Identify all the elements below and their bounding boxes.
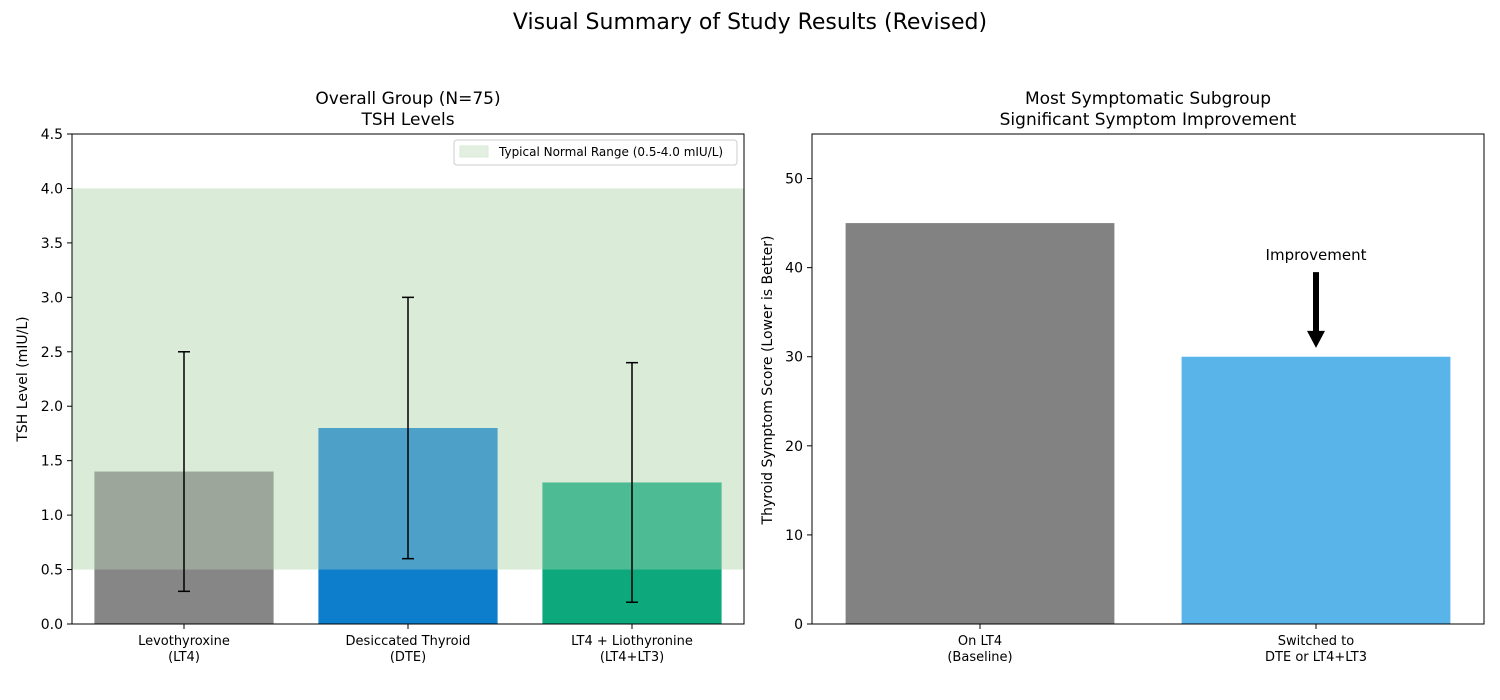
tsh-ytick-label-3: 1.5 xyxy=(41,454,63,470)
tsh-ytick-label-9: 4.5 xyxy=(41,127,63,143)
symptom-ytick-label-0: 0 xyxy=(794,617,803,633)
tsh-xtick-label-0-0: Levothyroxine xyxy=(138,634,230,649)
tsh-legend-swatch xyxy=(459,145,489,158)
tsh-ytick-label-0: 0.0 xyxy=(41,617,63,633)
symptom-axes-frame xyxy=(811,133,1485,625)
tsh-title-line-2: TSH Levels xyxy=(360,110,454,130)
tsh-xtick-label-1-1: (DTE) xyxy=(390,650,426,665)
symptom-xtick-label-0-1: (Baseline) xyxy=(947,650,1012,665)
figure-title: Visual Summary of Study Results (Revised… xyxy=(512,10,988,35)
symptom-y-axis-label: Thyroid Symptom Score (Lower is Better) xyxy=(760,236,776,526)
tsh-legend-box xyxy=(453,139,738,166)
symptom-ytick-label-2: 20 xyxy=(785,439,803,455)
tsh-ytick-label-6: 3.0 xyxy=(41,290,63,306)
tsh-ytick-label-5: 2.5 xyxy=(41,345,63,361)
tsh-y-axis-label: TSH Level (mIU/L) xyxy=(15,316,31,442)
symptom-ytick-label-1: 10 xyxy=(785,528,803,544)
tsh-ytick-label-1: 0.5 xyxy=(41,563,63,579)
improvement-arrow-head xyxy=(1307,330,1325,348)
tsh-xtick-label-2-1: (LT4+LT3) xyxy=(600,650,664,665)
tsh-legend: Typical Normal Range (0.5-4.0 mIU/L) xyxy=(453,139,738,166)
symptom-bar-1 xyxy=(1181,356,1451,624)
symptom-ytick-label-4: 40 xyxy=(785,261,803,277)
tsh-ytick-label-2: 1.0 xyxy=(41,508,63,524)
tsh-title-line-1: Overall Group (N=75) xyxy=(315,89,500,109)
tsh-ytick-label-7: 3.5 xyxy=(41,236,63,252)
symptom-title-line-2: Significant Symptom Improvement xyxy=(1000,110,1297,130)
improvement-annotation-label: Improvement xyxy=(1266,246,1367,264)
symptom-xtick-label-1-1: DTE or LT4+LT3 xyxy=(1265,650,1367,665)
tsh-ytick-label-8: 4.0 xyxy=(41,181,63,197)
symptom-ytick-label-3: 30 xyxy=(785,350,803,366)
tsh-xtick-label-2-0: LT4 + Liothyronine xyxy=(571,634,693,649)
symptom-ytick-label-5: 50 xyxy=(785,172,803,188)
tsh-ytick-label-4: 2.0 xyxy=(41,399,63,415)
tsh-legend-label: Typical Normal Range (0.5-4.0 mIU/L) xyxy=(498,145,723,159)
tsh-xtick-label-1-0: Desiccated Thyroid xyxy=(346,634,471,649)
symptom-xtick-label-1-0: Switched to xyxy=(1278,634,1354,649)
symptom-bar-0 xyxy=(845,223,1115,624)
symptom-xtick-label-0-0: On LT4 xyxy=(958,634,1002,649)
symptom-title-line-1: Most Symptomatic Subgroup xyxy=(1025,89,1271,109)
tsh-xtick-label-0-1: (LT4) xyxy=(168,650,200,665)
